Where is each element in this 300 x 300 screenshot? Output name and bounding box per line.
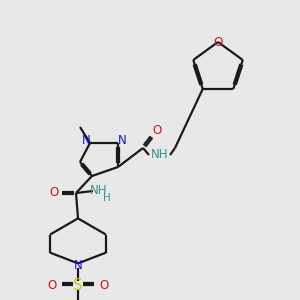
Text: O: O [99, 279, 109, 292]
Text: NH: NH [151, 148, 169, 161]
Text: N: N [74, 259, 82, 272]
Text: N: N [82, 134, 90, 146]
Text: H: H [103, 193, 111, 203]
Text: O: O [47, 279, 57, 292]
Text: N: N [118, 134, 126, 146]
Text: O: O [50, 187, 58, 200]
Text: O: O [213, 35, 223, 49]
Text: O: O [152, 124, 162, 137]
Text: NH: NH [90, 184, 108, 197]
Text: S: S [73, 278, 83, 293]
